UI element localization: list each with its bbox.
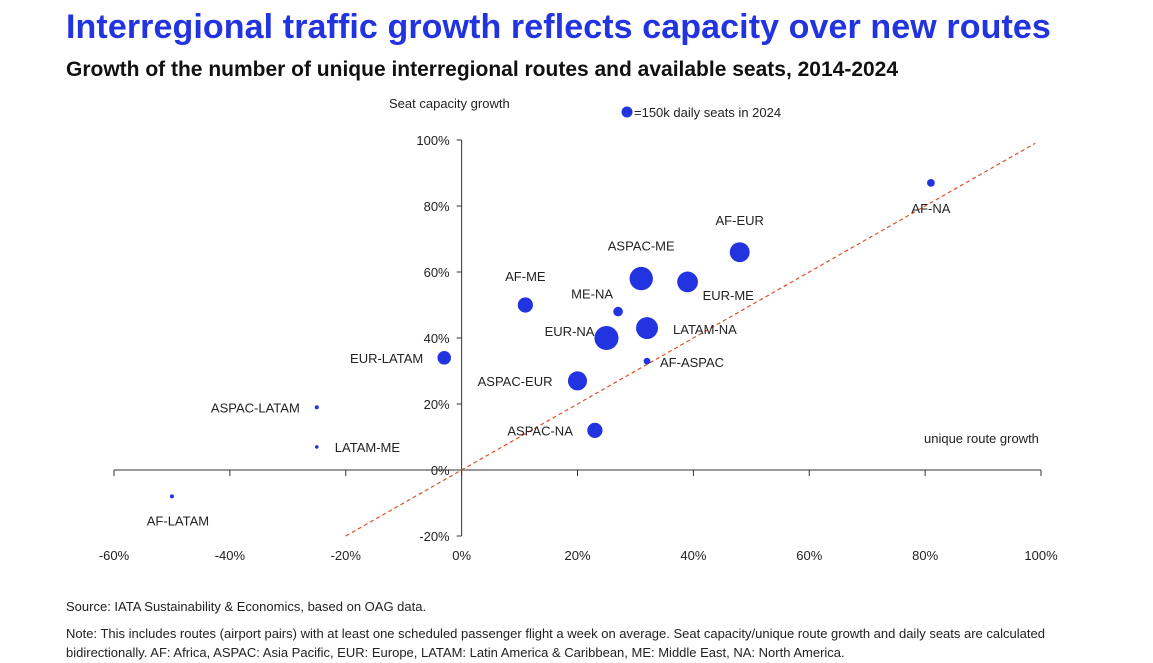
- x-tick-label: 20%: [564, 548, 590, 563]
- data-point-aspac-latam: [314, 405, 319, 410]
- data-label-latam-me: LATAM-ME: [335, 440, 401, 455]
- data-label-latam-na: LATAM-NA: [673, 322, 737, 337]
- source-note: Source: IATA Sustainability & Economics,…: [66, 599, 427, 614]
- y-tick-label: 80%: [424, 199, 450, 214]
- data-point-af-me: [517, 297, 533, 313]
- data-point-af-eur: [729, 242, 750, 263]
- size-legend-bubble: [621, 106, 633, 118]
- data-point-eur-na: [594, 325, 619, 351]
- y-tick-label: -20%: [419, 529, 450, 544]
- data-point-eur-latam: [437, 351, 451, 365]
- data-point-aspac-na: [587, 422, 603, 439]
- data-label-eur-me: EUR-ME: [703, 288, 755, 303]
- x-tick-label: 60%: [796, 548, 822, 563]
- data-label-aspac-latam: ASPAC-LATAM: [211, 400, 300, 415]
- data-label-af-latam: AF-LATAM: [147, 513, 209, 528]
- footnote: Note: This includes routes (airport pair…: [66, 626, 1045, 660]
- data-label-af-me: AF-ME: [505, 269, 546, 284]
- y-tick-label: 20%: [424, 397, 450, 412]
- data-point-af-na: [927, 179, 935, 187]
- data-point-af-aspac: [643, 357, 651, 365]
- data-point-latam-me: [314, 445, 319, 449]
- data-label-aspac-eur: ASPAC-EUR: [478, 374, 553, 389]
- data-label-eur-na: EUR-NA: [545, 324, 595, 339]
- reference-line: [345, 142, 1036, 537]
- y-tick-label: 0%: [431, 463, 450, 478]
- size-legend-label: =150k daily seats in 2024: [634, 105, 781, 120]
- data-label-eur-latam: EUR-LATAM: [350, 351, 423, 366]
- x-tick-label: -20%: [331, 548, 362, 563]
- data-label-af-aspac: AF-ASPAC: [660, 355, 724, 370]
- x-tick-label: 0%: [452, 548, 471, 563]
- y-tick-label: 60%: [424, 265, 450, 280]
- bubble-chart: -60% -40% -20% 0% 20% 40% 60% 80% 100%-20%0%20%4…: [99, 96, 1058, 563]
- chart-subtitle: Growth of the number of unique interregi…: [66, 58, 899, 81]
- data-label-af-na: AF-NA: [911, 201, 950, 216]
- data-label-aspac-na: ASPAC-NA: [507, 423, 573, 438]
- data-point-aspac-me: [629, 266, 653, 291]
- data-point-latam-na: [636, 317, 658, 340]
- data-point-eur-me: [677, 271, 698, 293]
- data-label-af-eur: AF-EUR: [716, 213, 764, 228]
- data-label-me-na: ME-NA: [571, 287, 613, 302]
- chart-title: Interregional traffic growth reflects ca…: [66, 8, 1051, 46]
- data-point-aspac-eur: [567, 371, 588, 391]
- data-point-af-latam: [169, 494, 174, 499]
- x-tick-label: -60%: [99, 548, 130, 563]
- x-tick-label: 80%: [912, 548, 938, 563]
- x-tick-label: -40%: [215, 548, 246, 563]
- x-axis-label: unique route growth: [924, 431, 1039, 446]
- data-label-aspac-me: ASPAC-ME: [608, 239, 675, 254]
- data-point-me-na: [613, 306, 623, 317]
- y-tick-label: 40%: [424, 331, 450, 346]
- y-tick-label: 100%: [416, 133, 450, 148]
- y-axis-label: Seat capacity growth: [389, 96, 510, 111]
- x-tick-label: 40%: [680, 548, 706, 563]
- x-tick-label: 100%: [1024, 548, 1058, 563]
